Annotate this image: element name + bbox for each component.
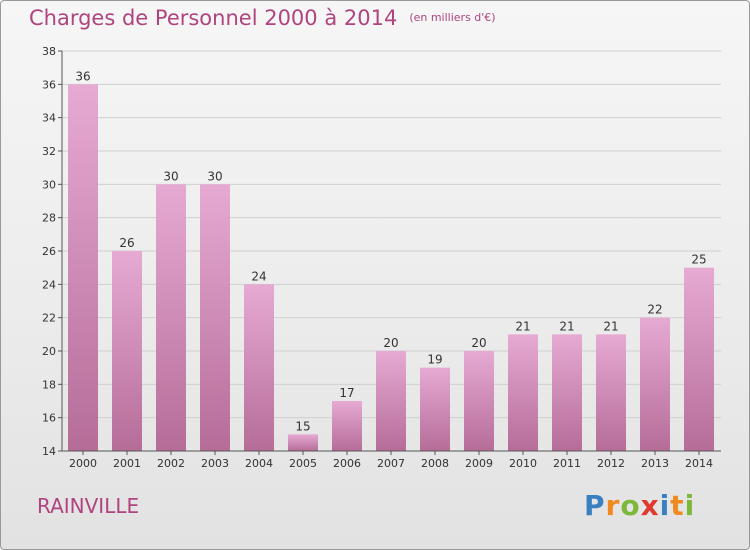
y-tick-label: 34 (42, 112, 56, 125)
data-label: 26 (119, 236, 134, 250)
proxiti-logo: Proxiti (584, 489, 695, 522)
x-tick-label: 2009 (465, 457, 493, 470)
y-tick-label: 18 (42, 378, 56, 391)
data-label: 22 (647, 303, 662, 317)
logo-letter: r (605, 489, 621, 522)
y-tick-label: 38 (42, 45, 56, 58)
x-tick-label: 2013 (641, 457, 669, 470)
chart-unit: (en milliers d'€) (409, 11, 496, 24)
bar (288, 434, 318, 451)
bar (332, 401, 362, 451)
data-label: 36 (75, 69, 90, 83)
x-tick-label: 2000 (69, 457, 97, 470)
bar (508, 334, 538, 451)
logo-letter: i (684, 489, 696, 522)
y-tick-label: 22 (42, 312, 56, 325)
bar (552, 334, 582, 451)
data-label: 19 (427, 353, 442, 367)
x-tick-label: 2014 (685, 457, 713, 470)
data-label: 21 (559, 319, 574, 333)
y-tick-label: 28 (42, 212, 56, 225)
x-tick-label: 2003 (201, 457, 229, 470)
data-label: 30 (163, 169, 178, 183)
data-label: 20 (383, 336, 398, 350)
bar (640, 317, 670, 451)
x-tick-label: 2007 (377, 457, 405, 470)
data-label: 15 (295, 419, 310, 433)
y-tick-label: 32 (42, 145, 56, 158)
bar (156, 184, 186, 452)
logo-letter: x (640, 489, 660, 522)
data-label: 20 (471, 336, 486, 350)
x-tick-label: 2005 (289, 457, 317, 470)
data-label: 17 (339, 386, 354, 400)
logo-letter: P (584, 489, 606, 522)
x-tick-label: 2008 (421, 457, 449, 470)
x-tick-label: 2002 (157, 457, 185, 470)
data-label: 25 (691, 253, 706, 267)
x-tick-label: 2010 (509, 457, 537, 470)
bar (200, 184, 230, 452)
bar (112, 251, 142, 451)
bar (68, 84, 98, 451)
logo-letter: t (670, 489, 685, 522)
data-label: 30 (207, 169, 222, 183)
bar (244, 284, 274, 451)
y-tick-label: 36 (42, 78, 56, 91)
y-tick-label: 30 (42, 178, 56, 191)
y-tick-label: 26 (42, 245, 56, 258)
y-tick-label: 14 (42, 445, 56, 458)
logo-letter: o (620, 489, 641, 522)
bar (420, 367, 450, 451)
bar (596, 334, 626, 451)
y-tick-label: 20 (42, 345, 56, 358)
x-tick-label: 2006 (333, 457, 361, 470)
town-name: RAINVILLE (37, 494, 140, 518)
x-tick-label: 2001 (113, 457, 141, 470)
x-tick-label: 2012 (597, 457, 625, 470)
data-label: 21 (603, 319, 618, 333)
bar (684, 267, 714, 451)
data-label: 24 (251, 269, 266, 283)
y-tick-label: 16 (42, 412, 56, 425)
bar (464, 351, 494, 451)
data-label: 21 (515, 319, 530, 333)
chart-title: Charges de Personnel 2000 à 2014 (en mill… (29, 6, 496, 30)
y-tick-label: 24 (42, 278, 56, 291)
x-tick-label: 2011 (553, 457, 581, 470)
logo-letter: i (659, 489, 671, 522)
x-tick-label: 2004 (245, 457, 273, 470)
bar (376, 351, 406, 451)
